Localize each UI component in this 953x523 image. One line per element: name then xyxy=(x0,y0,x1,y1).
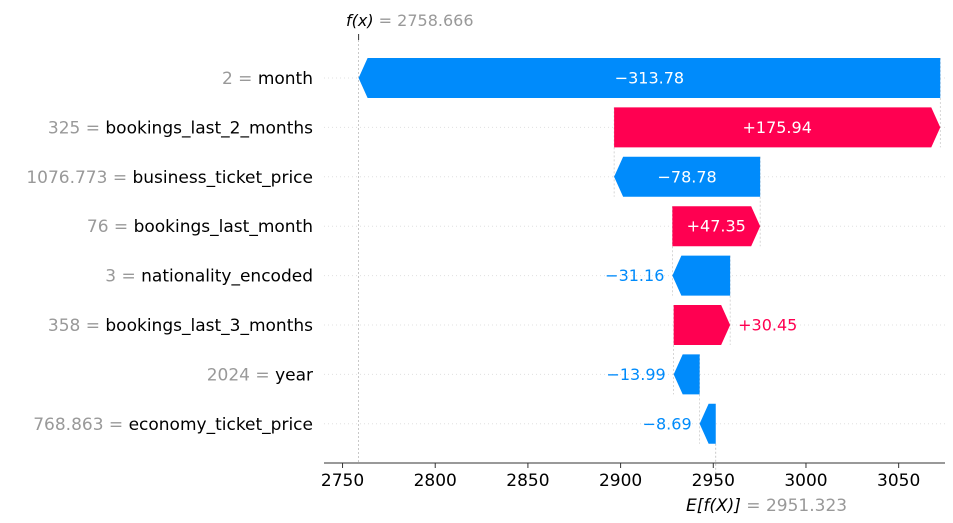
bar-nationality_encoded xyxy=(672,255,731,296)
output-number: = 2758.666 xyxy=(374,11,474,30)
x-tick-label: 2750 xyxy=(321,471,364,491)
x-tick-label: 3050 xyxy=(877,471,920,491)
feature-value: 2 = xyxy=(222,69,258,89)
feature-name: economy_ticket_price xyxy=(129,415,313,435)
output-annotation: f(x) = 2758.666 xyxy=(346,11,474,40)
feature-name: bookings_last_3_months xyxy=(105,316,313,336)
bar-label-month: −313.78 xyxy=(615,69,684,88)
output-value-annotation: f(x) = 2758.666 xyxy=(346,11,474,30)
feature-name: bookings_last_month xyxy=(134,217,313,237)
feature-value: 76 = xyxy=(87,217,134,237)
bar-economy_ticket_price xyxy=(699,403,716,444)
bar-label-bookings_last_2_months: +175.94 xyxy=(742,118,811,137)
feature-value: 3 = xyxy=(105,267,141,287)
feature-name: year xyxy=(275,365,313,385)
x-tick-label: 2850 xyxy=(506,471,549,491)
bar-label-bookings_last_month: +47.35 xyxy=(687,217,746,236)
bar-bookings_last_month xyxy=(672,206,761,247)
bar-label-economy_ticket_price: −8.69 xyxy=(643,414,692,433)
feature-name: bookings_last_2_months xyxy=(105,118,313,138)
x-tick-label: 2950 xyxy=(692,471,735,491)
feature-name: business_ticket_price xyxy=(132,168,313,188)
bar-bookings_last_3_months xyxy=(673,305,731,345)
feature-value: 768.863 = xyxy=(33,415,128,435)
feature-label-nationality_encoded: 3 = nationality_encoded xyxy=(105,267,313,287)
feature-value: 2024 = xyxy=(207,365,275,385)
bar-label-nationality_encoded: −31.16 xyxy=(605,266,664,285)
feature-value: 1076.773 = xyxy=(26,168,132,188)
feature-label-bookings_last_2_months: 325 = bookings_last_2_months xyxy=(48,118,313,138)
bar-business_ticket_price xyxy=(614,156,761,197)
feature-name: month xyxy=(258,69,313,89)
feature-value: 325 = xyxy=(48,118,106,138)
bar-label-year: −13.99 xyxy=(606,365,665,384)
bar-bookings_last_2_months xyxy=(614,107,941,148)
base-value-label: E[f(X)] xyxy=(686,496,741,516)
bar-month xyxy=(358,58,941,98)
feature-label-economy_ticket_price: 768.863 = economy_ticket_price xyxy=(33,415,313,435)
x-axis: 2750 2800 2850 2900 2950 3000 3050 E[f(X)] = 29… xyxy=(321,462,945,516)
feature-label-business_ticket_price: 1076.773 = business_ticket_price xyxy=(26,168,313,188)
base-value-number: = 2951.323 xyxy=(741,496,847,516)
bar-label-bookings_last_3_months: +30.45 xyxy=(738,316,797,335)
reference-lines xyxy=(358,40,941,473)
feature-value: 358 = xyxy=(48,316,106,336)
feature-label-year: 2024 = year xyxy=(207,365,313,385)
x-tick-label: 2800 xyxy=(414,471,457,491)
x-tick-label: 2900 xyxy=(599,471,642,491)
bar-year xyxy=(673,354,700,395)
x-tick-label: 3000 xyxy=(784,471,827,491)
bars xyxy=(358,58,941,444)
feature-labels: 2 = month 325 = bookings_last_2_months 107… xyxy=(26,69,313,435)
feature-label-bookings_last_3_months: 358 = bookings_last_3_months xyxy=(48,316,313,336)
feature-label-bookings_last_month: 76 = bookings_last_month xyxy=(87,217,313,237)
bar-labels: −313.78 +175.94 −78.78 +47.35 −31.16 +30.45 −1… xyxy=(605,69,812,434)
feature-label-month: 2 = month xyxy=(222,69,313,89)
feature-name: nationality_encoded xyxy=(141,267,313,287)
base-value-annotation: E[f(X)] = 2951.323 xyxy=(686,496,847,516)
bar-label-business_ticket_price: −78.78 xyxy=(658,167,717,186)
output-label: f(x) xyxy=(346,11,374,30)
